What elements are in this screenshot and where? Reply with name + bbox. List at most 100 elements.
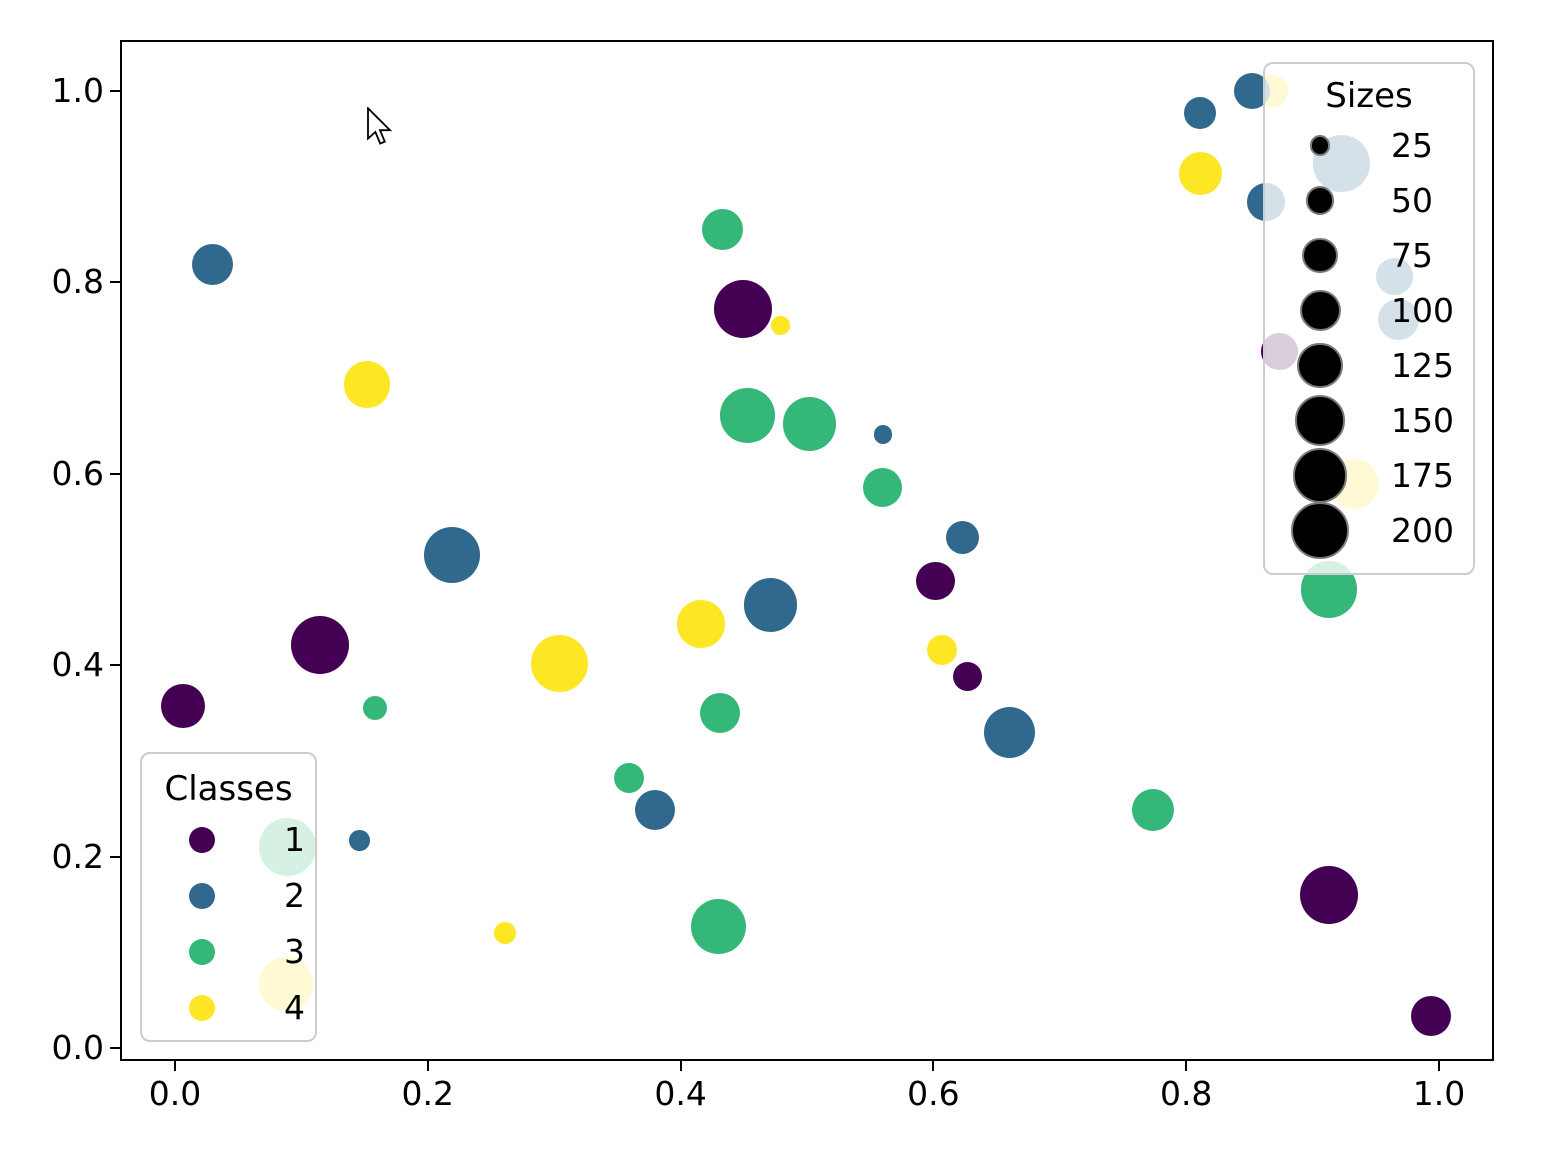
scatter-point [192, 243, 234, 285]
y-tick [110, 1047, 120, 1049]
sizes-legend: Sizes 25 50 75 100 125 150 175 200 [1263, 62, 1475, 575]
x-tick-label: 1.0 [1412, 1074, 1466, 1113]
scatter-point [927, 634, 958, 666]
y-tick-label: 1.0 [51, 71, 104, 110]
scatter-point [349, 830, 370, 851]
x-tick [174, 1061, 176, 1071]
legend-swatch [189, 995, 215, 1021]
legend-item-label: 75 [1391, 235, 1433, 275]
legend-item: 4 [142, 980, 315, 1036]
x-tick-label: 0.2 [401, 1074, 455, 1113]
swatch-column [1265, 186, 1375, 215]
legend-item: 175 [1265, 448, 1473, 503]
size-swatch [1294, 395, 1346, 446]
scatter-point [743, 578, 798, 632]
legend-item: 25 [1265, 118, 1473, 173]
scatter-point [771, 316, 790, 335]
swatch-column [142, 827, 262, 853]
plot-border [120, 40, 1494, 1061]
scatter-point [343, 361, 391, 409]
legend-item-label: 200 [1391, 510, 1454, 550]
scatter-point [362, 696, 387, 721]
y-tick [110, 281, 120, 284]
scatter-point [873, 425, 892, 444]
x-tick [932, 1061, 935, 1071]
scatter-point [691, 898, 747, 954]
y-tick-label: 0.2 [51, 836, 104, 876]
scatter-point [983, 706, 1035, 758]
scatter-point [635, 789, 676, 830]
legend-title: Classes [164, 769, 293, 809]
x-tick [426, 1061, 429, 1071]
swatch-column [1265, 237, 1375, 274]
y-tick-label: 0.6 [51, 453, 104, 493]
x-tick-label: 0.6 [907, 1074, 960, 1113]
swatch-column [1265, 290, 1375, 331]
legend-item-label: 2 [284, 876, 305, 915]
size-swatch [1302, 237, 1338, 274]
swatch-column [1265, 448, 1375, 503]
size-swatch [1291, 501, 1349, 560]
legend-item-label: 25 [1391, 125, 1433, 165]
legend-swatch [189, 827, 215, 853]
legend-item-label: 125 [1391, 345, 1454, 385]
swatch-column [142, 995, 262, 1021]
scatter-point [953, 662, 983, 692]
swatch-column [142, 883, 262, 909]
legend-title: Sizes [1325, 76, 1413, 116]
scatter-point [713, 280, 772, 339]
size-swatch [1305, 186, 1335, 215]
scatter-point [782, 397, 837, 451]
swatch-column [1265, 395, 1375, 446]
scatter-point [1178, 151, 1222, 195]
y-tick [110, 855, 120, 858]
y-tick [110, 472, 120, 475]
scatter-point [677, 600, 725, 648]
legend-item-label: 150 [1391, 400, 1454, 440]
legend-item: 150 [1265, 393, 1473, 448]
y-tick-label: 0.4 [51, 645, 104, 685]
legend-swatch [189, 883, 215, 909]
scatter-point [1132, 788, 1175, 831]
size-swatch [1297, 342, 1343, 389]
swatch-column [1265, 342, 1375, 389]
scatter-point [1411, 996, 1452, 1037]
scatter-point [423, 527, 480, 584]
classes-legend: Classes 1 2 3 4 [140, 752, 317, 1042]
y-tick-label: 0.0 [51, 1028, 104, 1067]
scatter-point [945, 521, 979, 555]
legend-swatch [189, 939, 215, 965]
cursor-arrow-icon [367, 106, 393, 145]
legend-item-label: 175 [1391, 455, 1454, 495]
y-tick-label: 0.8 [51, 262, 104, 302]
x-tick-label: 0.0 [148, 1074, 202, 1113]
scatter-point [863, 467, 903, 507]
x-tick [1185, 1061, 1188, 1071]
legend-item: 75 [1265, 228, 1473, 283]
size-swatch [1309, 135, 1331, 156]
x-tick-label: 0.8 [1159, 1074, 1213, 1113]
scatter-point [699, 693, 740, 734]
size-swatch [1292, 448, 1348, 503]
scatter-point [530, 634, 588, 692]
scatter-point [160, 684, 205, 729]
swatch-column [1265, 135, 1375, 156]
swatch-column [142, 939, 262, 965]
legend-item-label: 1 [284, 820, 305, 859]
scatter-point [701, 209, 743, 251]
x-tick [1438, 1061, 1440, 1071]
scatter-point [613, 762, 644, 794]
scatter-point [916, 561, 956, 601]
legend-item-label: 3 [284, 932, 305, 971]
scatter-point [291, 616, 350, 675]
mouse-cursor [366, 106, 393, 149]
legend-rows: 1 2 3 4 [142, 812, 315, 1036]
swatch-column [1265, 501, 1375, 560]
y-tick [110, 664, 120, 667]
y-tick [110, 90, 120, 92]
legend-item: 1 [142, 812, 315, 868]
scatter-point [1184, 97, 1216, 129]
scatter-point [720, 388, 775, 443]
scatter-point [1300, 865, 1358, 924]
legend-item: 100 [1265, 283, 1473, 338]
